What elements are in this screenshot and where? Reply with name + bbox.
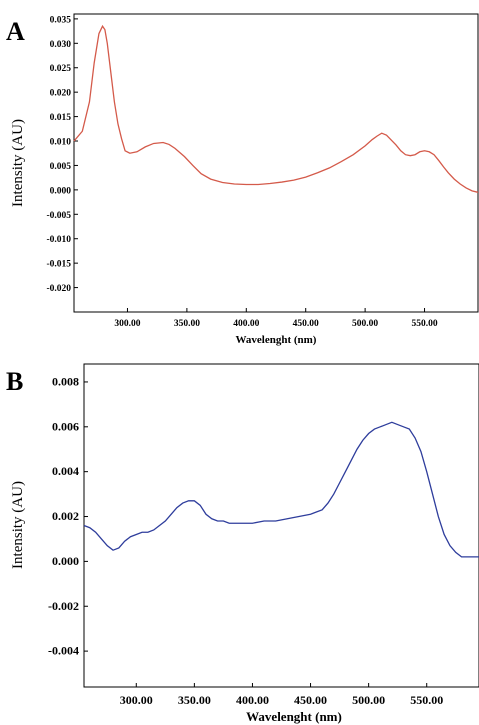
y-tick-label-a: 0.035 xyxy=(50,15,72,25)
x-tick-label-b: 500.00 xyxy=(352,693,385,707)
y-tick-label-a: 0.000 xyxy=(50,186,72,196)
y-tick-label-a: -0.005 xyxy=(46,211,71,221)
y-tick-label-b: 0.008 xyxy=(52,374,79,388)
y-tick-label-a: 0.015 xyxy=(50,113,72,123)
x-tick-label-a: 300.00 xyxy=(114,319,140,329)
x-tick-label-b: 450.00 xyxy=(294,693,327,707)
plot-area-b xyxy=(83,363,479,688)
plot-area-a xyxy=(73,13,479,313)
x-tick-label-a: 350.00 xyxy=(174,319,200,329)
panel-b: 0.008 0.006 0.004 0.002 0.000 -0.002 -0.004 30… xyxy=(6,363,479,724)
y-tick-label-a: -0.020 xyxy=(46,284,71,294)
y-tick-label-b: -0.004 xyxy=(48,644,79,658)
panel-label-b: B xyxy=(6,367,23,396)
panel-a: 0.035 0.030 0.025 0.020 0.015 0.010 0.005 0.000… xyxy=(6,13,479,346)
x-axis-label-a: Wavelenght (nm) xyxy=(236,334,317,346)
x-tick-label-b: 400.00 xyxy=(236,693,269,707)
y-axis-label-b: Intensity (AU) xyxy=(10,481,26,569)
y-tick-label-a: 0.030 xyxy=(50,40,72,50)
x-tick-label-a: 400.00 xyxy=(233,319,259,329)
y-tick-label-b: 0.006 xyxy=(52,419,79,433)
panel-label-a: A xyxy=(6,17,25,46)
x-tick-label-b: 350.00 xyxy=(178,693,211,707)
y-tick-label-b: 0.004 xyxy=(52,464,79,478)
y-axis-label-a: Intensity (AU) xyxy=(10,119,26,207)
x-tick-label-b: 550.00 xyxy=(410,693,443,707)
series-line-b xyxy=(83,421,479,558)
y-ticks-b: 0.008 0.006 0.004 0.002 0.000 -0.002 -0.004 xyxy=(48,374,88,658)
y-tick-label-a: 0.025 xyxy=(50,64,72,74)
y-tick-label-a: 0.005 xyxy=(50,162,72,172)
y-tick-label-a: -0.010 xyxy=(46,235,71,245)
series-line-a xyxy=(73,24,479,193)
y-tick-label-a: 0.020 xyxy=(50,89,72,99)
y-tick-label-a: 0.010 xyxy=(50,138,72,148)
y-ticks-a: 0.035 0.030 0.025 0.020 0.015 0.010 0.005 0.000… xyxy=(46,15,78,294)
y-tick-label-b: -0.002 xyxy=(48,599,79,613)
x-ticks-a: 300.00 350.00 400.00 450.00 500.00 550.00 xyxy=(114,308,438,329)
x-tick-label-a: 500.00 xyxy=(352,319,378,329)
x-tick-label-b: 300.00 xyxy=(120,693,153,707)
x-ticks-b: 300.00 350.00 400.00 450.00 500.00 550.00 xyxy=(120,683,443,707)
x-axis-label-b: Wavelenght (nm) xyxy=(246,709,342,724)
y-tick-label-b: 0.000 xyxy=(52,554,79,568)
y-tick-label-a: -0.015 xyxy=(46,260,71,270)
y-tick-label-b: 0.002 xyxy=(52,509,79,523)
x-tick-label-a: 450.00 xyxy=(293,319,319,329)
x-tick-label-a: 550.00 xyxy=(411,319,437,329)
